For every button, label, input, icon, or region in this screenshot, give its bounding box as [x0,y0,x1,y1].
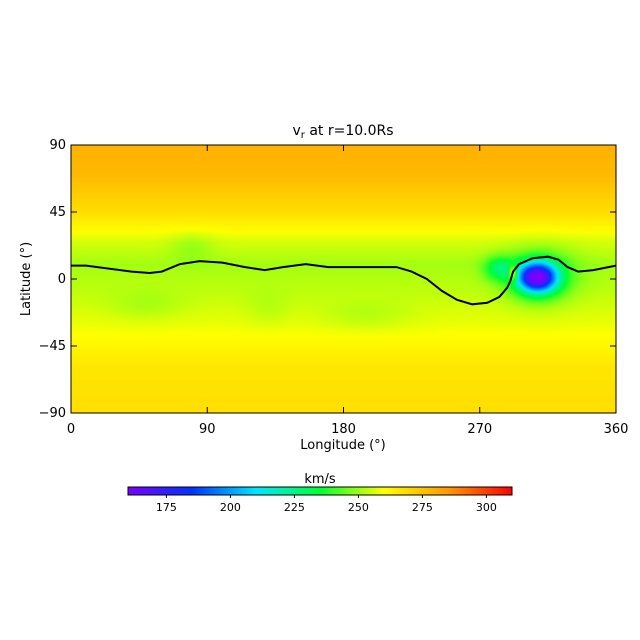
x-tick-label: 180 [331,422,356,437]
colorbar-tick-label: 175 [156,501,177,514]
colorbar: km/s 175 200 225 250 275 300 [127,472,513,514]
x-tick-label: 270 [467,422,492,437]
heatmap-image [71,145,616,413]
colorbar-label: km/s [304,472,336,487]
colorbar-bar [127,486,513,496]
y-tick-label: 0 [58,272,66,287]
y-tick-label: 45 [49,205,66,220]
y-axis-label: Latitude (°) [19,242,34,316]
y-axis: 90 45 0 −45 −90 [39,138,616,421]
colorbar-tick-label: 275 [412,501,433,514]
x-tick-label: 360 [604,422,629,437]
y-tick-label: 90 [49,138,66,153]
colorbar-tick-label: 200 [220,501,241,514]
x-axis: 0 90 180 270 360 [67,145,629,437]
colorbar-tick-label: 225 [284,501,305,514]
chart-title: vr at r=10.0Rs [292,123,393,141]
colorbar-tick-label: 300 [476,501,497,514]
neutral-line [71,255,616,306]
x-tick-label: 0 [67,422,75,437]
y-tick-label: −90 [39,406,66,421]
x-axis-label: Longitude (°) [300,438,385,453]
plot-area [70,144,617,414]
colorbar-ticks: 175 200 225 250 275 300 [156,495,497,514]
chart-title-subscript: r [301,130,306,141]
chart-title-suffix: at r=10.0Rs [305,123,394,139]
colorbar-tick-label: 250 [348,501,369,514]
x-tick-label: 90 [199,422,216,437]
y-tick-label: −45 [39,339,66,354]
